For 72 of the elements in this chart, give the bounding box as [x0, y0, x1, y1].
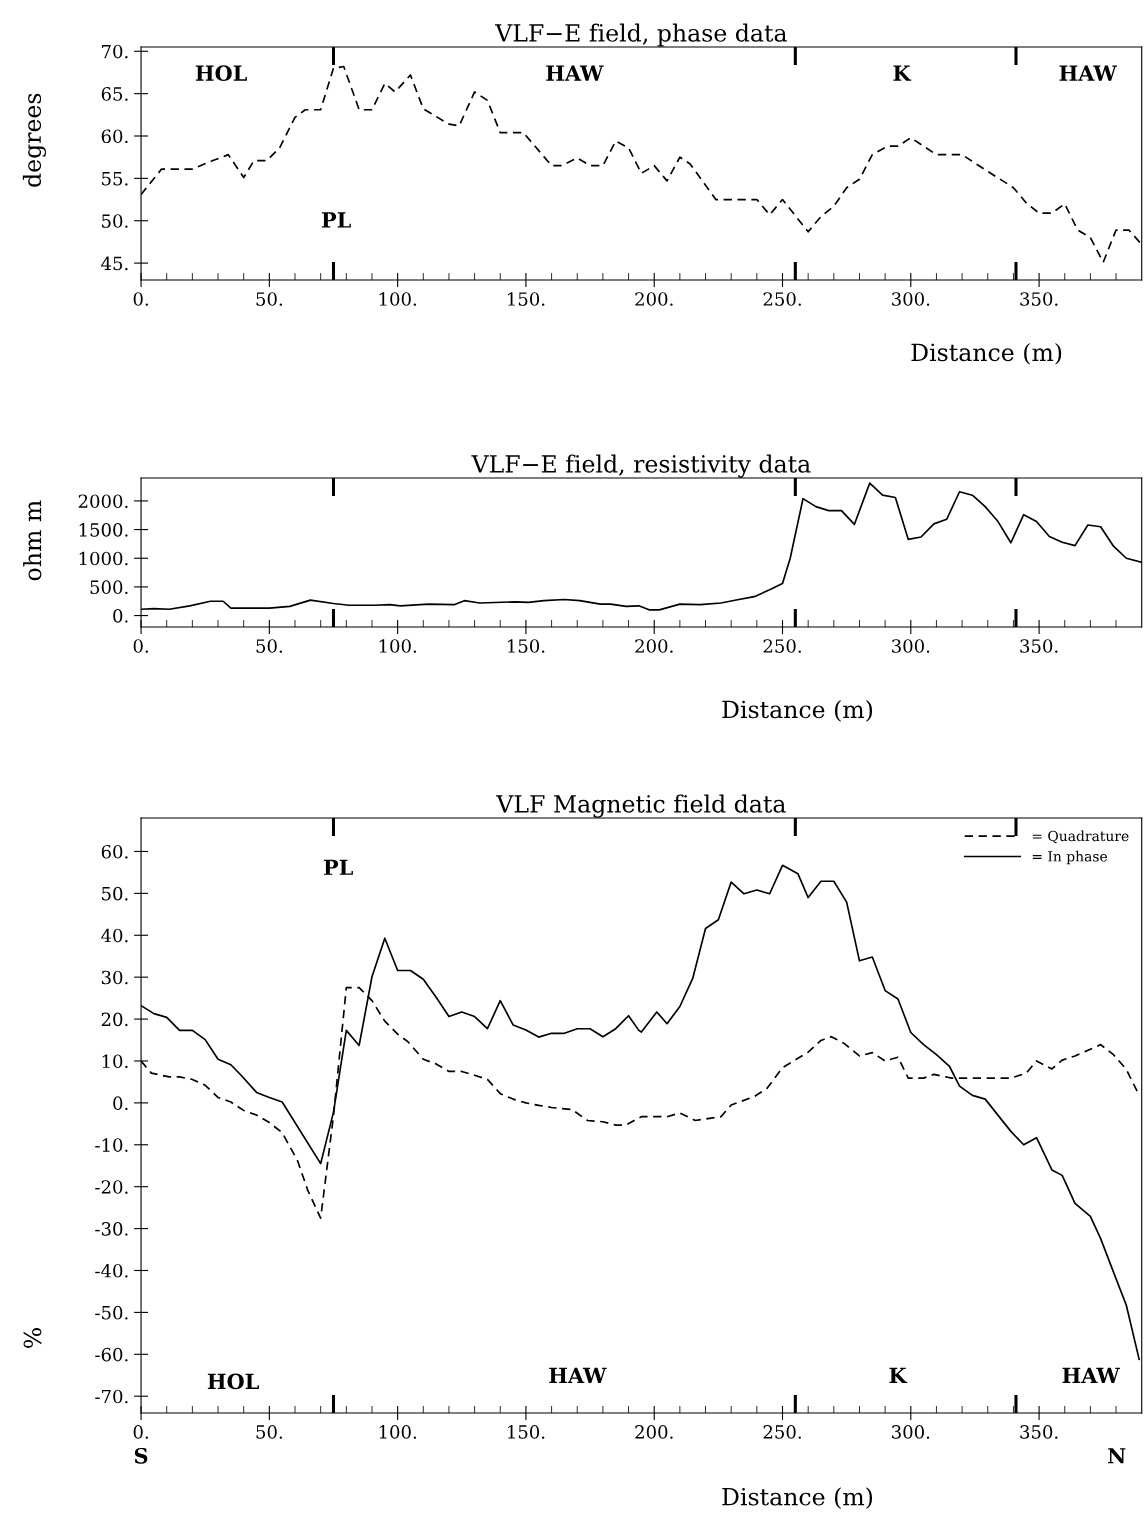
y-tick-label: -70.: [95, 1389, 128, 1404]
chart-title: VLF Magnetic field data: [496, 794, 786, 818]
y-tick-label: 45.: [101, 256, 128, 271]
annotation: HOL: [195, 65, 247, 82]
x-tick-label: 200.: [635, 292, 673, 306]
y-tick-label: -30.: [95, 1222, 128, 1236]
y-tick-label: 65.: [101, 87, 128, 101]
annotation: PL: [324, 859, 353, 875]
annotation: K: [889, 1367, 908, 1384]
x-tick-label: 150.: [508, 1425, 545, 1439]
x-tick-label: 100.: [379, 1425, 417, 1439]
y-tick-label: 50.: [102, 886, 128, 901]
chart-title: VLF−E field, phase data: [494, 23, 787, 47]
annotation: HAW: [1062, 1367, 1121, 1384]
y-tick-label: 0.: [113, 609, 128, 623]
y-tick-label: 1500.: [79, 523, 128, 537]
x-tick-label: 50.: [256, 292, 283, 306]
y-tick-label: 40.: [101, 928, 128, 943]
y-tick-label: -10.: [95, 1138, 128, 1152]
y-tick-label: 0.: [113, 1096, 128, 1110]
text: S: [134, 1447, 148, 1464]
y-tick-label: -40.: [95, 1263, 128, 1278]
y-axis-title: degrees: [22, 93, 46, 187]
x-tick-label: 250.: [763, 1425, 801, 1439]
x-tick-label: 150.: [508, 639, 545, 653]
annotation: HAW: [1059, 65, 1118, 81]
x-tick-label: 350.: [1020, 639, 1058, 653]
text: N: [1108, 1448, 1126, 1464]
y-tick-label: -20.: [95, 1180, 128, 1194]
y-tick-label: -50.: [95, 1305, 128, 1320]
x-tick-label: 200.: [635, 1425, 673, 1439]
annotation: K: [893, 65, 912, 81]
y-tick-label: 500.: [90, 580, 128, 595]
y-tick-label: 50.: [102, 214, 128, 228]
y-tick-label: 10.: [102, 1054, 128, 1069]
x-tick-label: 0.: [133, 292, 148, 306]
y-tick-label: 1000.: [79, 551, 128, 566]
x-tick-label: 300.: [892, 1425, 930, 1439]
x-axis-title: Distance (m): [722, 700, 873, 722]
x-tick-label: 300.: [892, 639, 930, 653]
legend-label: = Quadrature: [1032, 830, 1129, 844]
y-tick-label: 55.: [102, 172, 128, 186]
y-tick-label: 30.: [101, 970, 128, 985]
x-tick-label: 150.: [508, 292, 545, 306]
y-axis-title: ohm m: [23, 500, 42, 581]
y-tick-label: 2000.: [78, 494, 128, 509]
annotation: HOL: [207, 1373, 259, 1390]
x-tick-label: 300.: [892, 292, 930, 306]
annotation: PL: [322, 212, 351, 228]
x-axis-title: Distance (m): [911, 342, 1062, 365]
x-axis-title: Distance (m): [722, 1487, 873, 1509]
x-tick-label: 0.: [133, 1425, 148, 1439]
x-tick-label: 0.: [133, 639, 148, 653]
chart-title: VLF−E field, resistivity data: [471, 454, 811, 478]
annotation: HAW: [546, 65, 604, 81]
x-tick-label: 100.: [379, 292, 417, 306]
x-tick-label: 50.: [256, 639, 283, 653]
legend-label: = In phase: [1032, 850, 1108, 865]
y-tick-label: 70.: [102, 44, 128, 59]
y-tick-label: 60.: [101, 129, 128, 144]
x-tick-label: 100.: [379, 639, 417, 653]
x-tick-label: 250.: [763, 292, 801, 306]
x-tick-label: 50.: [256, 1425, 283, 1439]
annotation: HAW: [549, 1367, 607, 1384]
y-tick-label: 20.: [101, 1012, 128, 1027]
x-tick-label: 200.: [635, 639, 673, 653]
y-tick-label: 60.: [101, 844, 128, 859]
y-tick-label: -60.: [95, 1347, 128, 1362]
x-tick-label: 350.: [1020, 1425, 1058, 1439]
x-tick-label: 250.: [763, 639, 801, 653]
x-tick-label: 350.: [1020, 292, 1058, 306]
y-axis-title: %: [23, 1328, 42, 1348]
